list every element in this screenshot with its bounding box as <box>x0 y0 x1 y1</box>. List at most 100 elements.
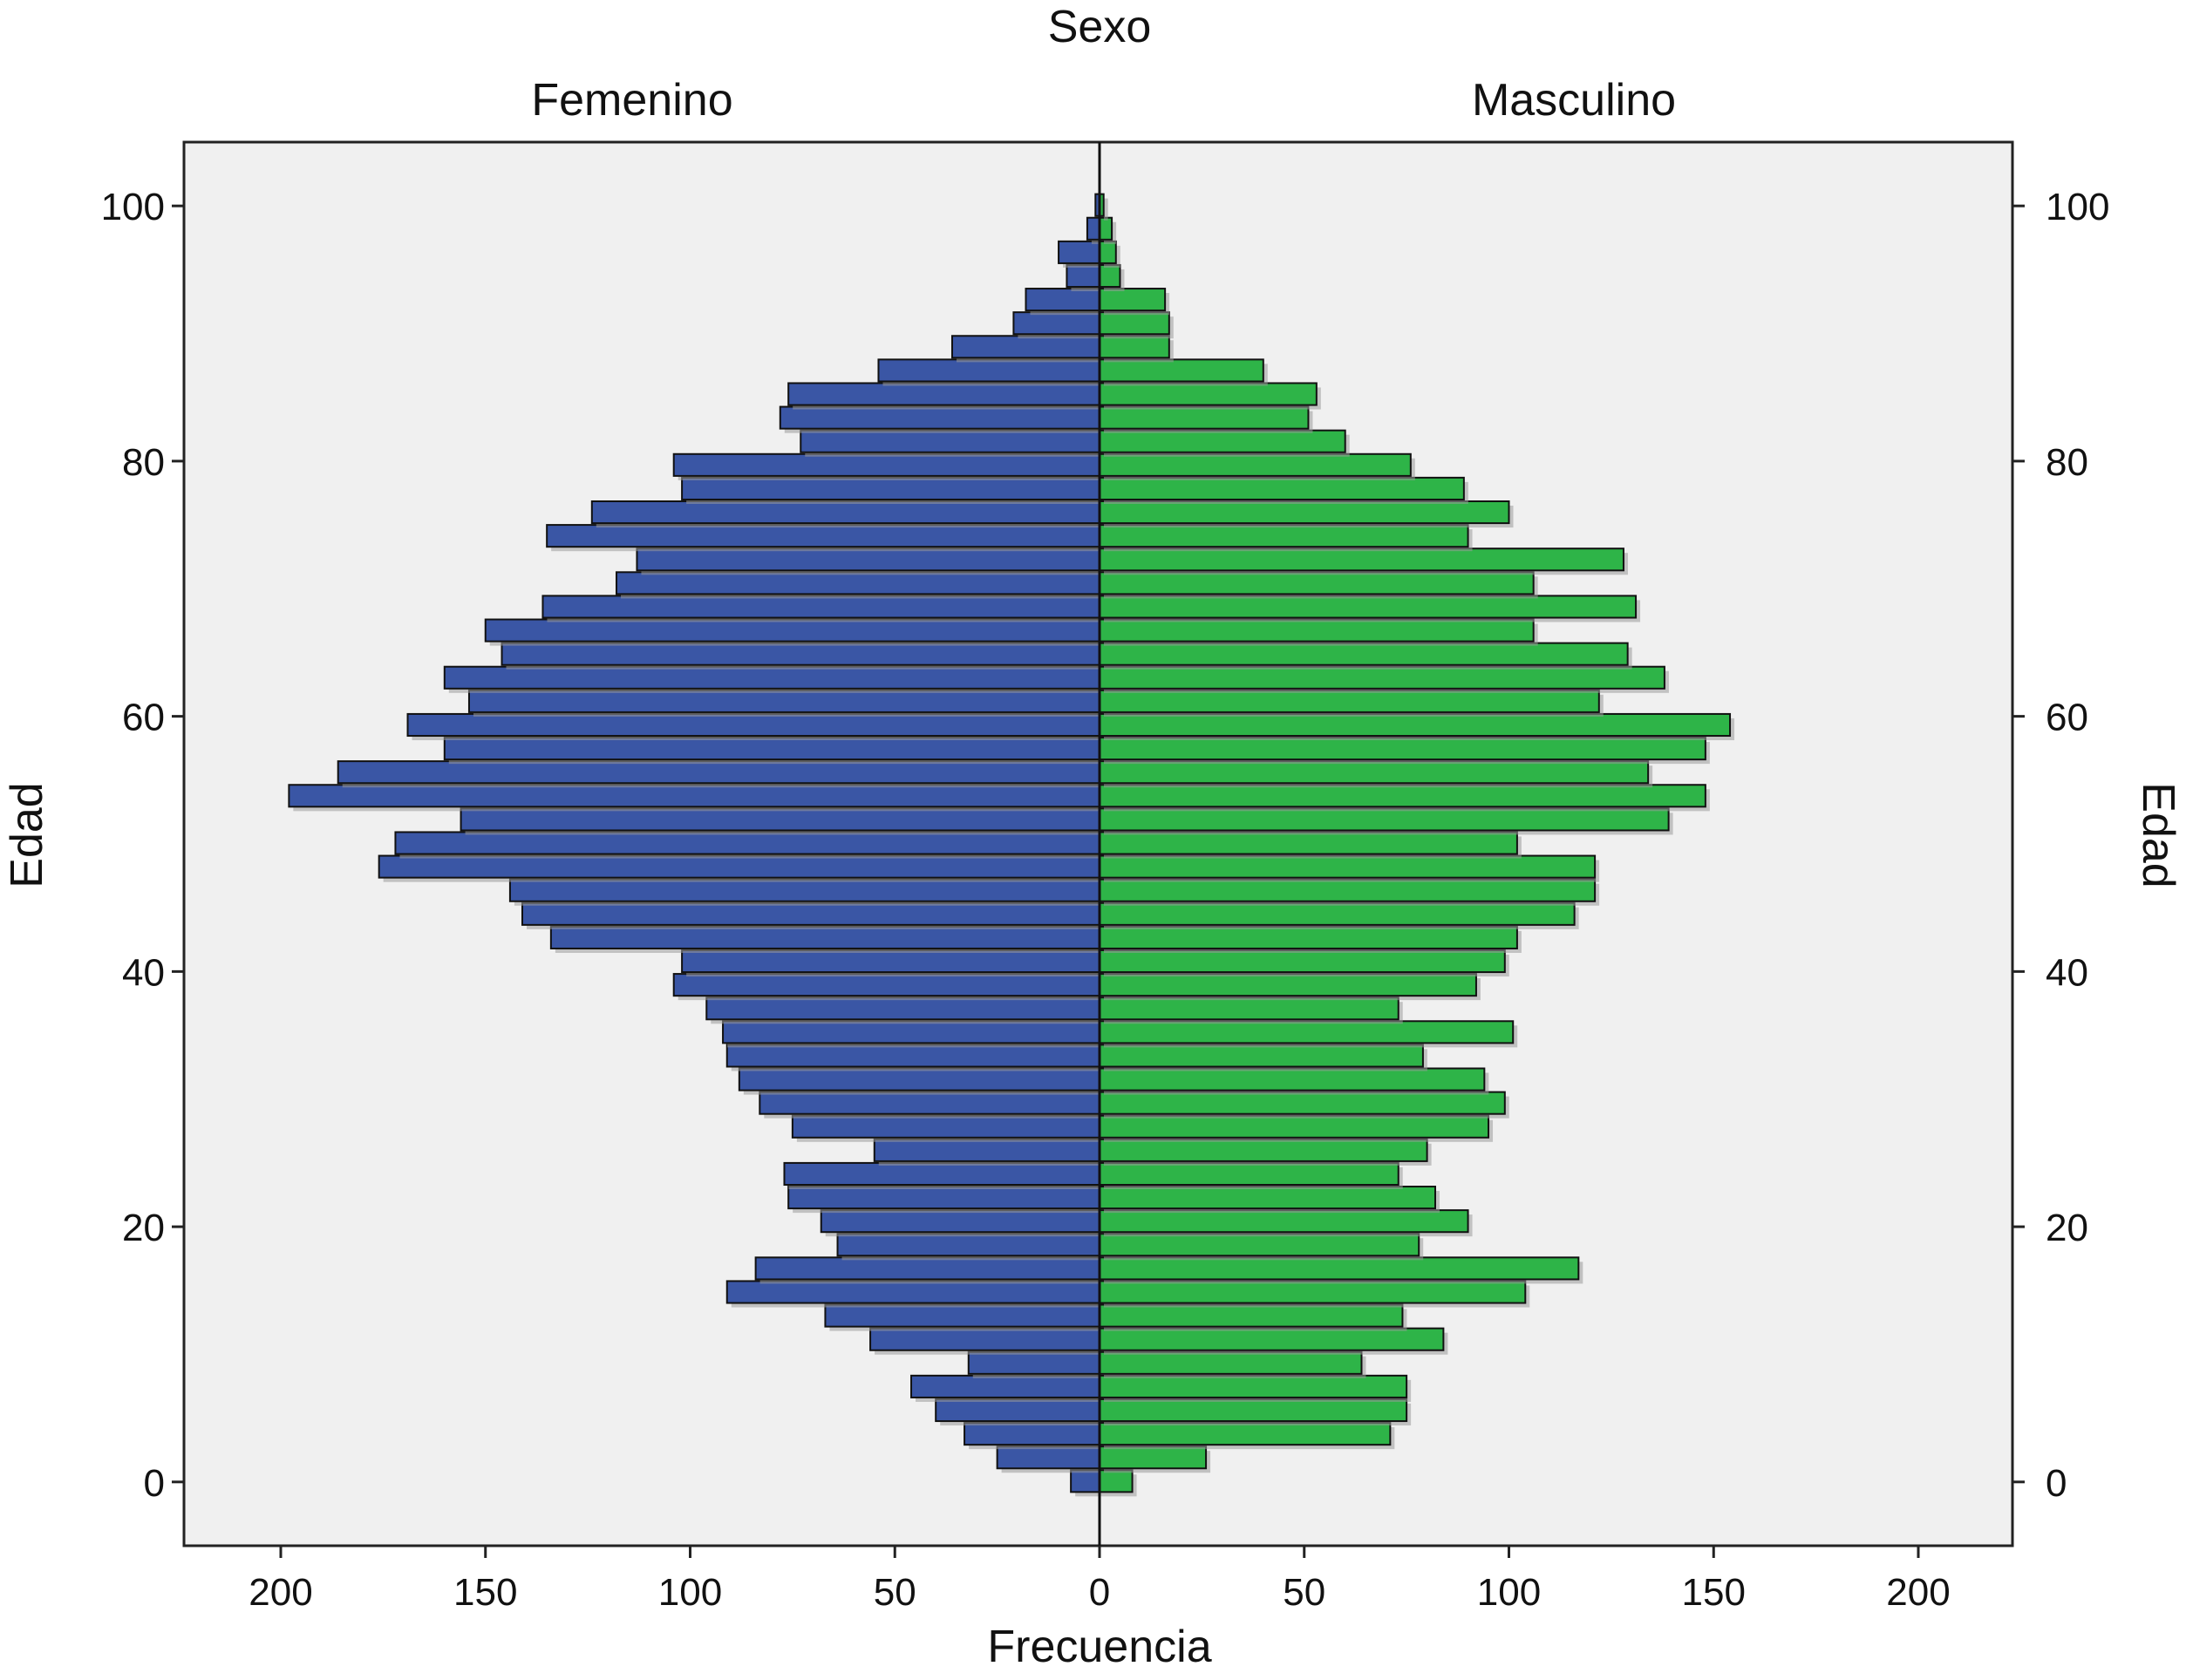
bar-right-15 <box>1099 1114 1490 1139</box>
y-tick-label-left-0: 0 <box>144 1462 165 1505</box>
bar-right-27 <box>1099 831 1518 855</box>
y-axis-title-right: Edad <box>2133 782 2183 888</box>
bar-left-46 <box>787 382 1100 406</box>
y-tick-label-left-4: 80 <box>122 441 165 484</box>
bar-left-3 <box>935 1398 1100 1423</box>
bar-left-19 <box>722 1020 1101 1044</box>
bar-right-20 <box>1099 996 1399 1021</box>
x-tick-label-5: 50 <box>1283 1571 1325 1614</box>
x-tick-label-4: 0 <box>1089 1571 1110 1614</box>
bar-left-23 <box>549 925 1100 949</box>
bar-right-18 <box>1099 1044 1424 1068</box>
bar-right-40 <box>1099 524 1469 548</box>
bar-right-4 <box>1099 1374 1408 1398</box>
bar-left-30 <box>337 760 1101 785</box>
bar-left-21 <box>672 973 1100 997</box>
bar-left-48 <box>950 335 1100 359</box>
bar-right-30 <box>1099 760 1650 785</box>
bar-right-1 <box>1099 1445 1208 1470</box>
series-label-male: Masculino <box>1472 75 1676 126</box>
x-axis-title: Frecuencia <box>987 1622 1211 1672</box>
bar-right-44 <box>1099 429 1346 453</box>
x-tick-label-2: 100 <box>658 1571 722 1614</box>
bar-left-7 <box>824 1303 1100 1328</box>
bar-right-34 <box>1099 665 1665 690</box>
bar-right-21 <box>1099 973 1477 997</box>
bar-right-42 <box>1099 476 1465 500</box>
bar-right-53 <box>1099 216 1113 241</box>
bar-right-43 <box>1099 452 1412 477</box>
y-tick-label-right-5: 100 <box>2046 186 2109 228</box>
y-tick-label-right-1: 20 <box>2046 1207 2088 1249</box>
bar-left-13 <box>783 1161 1100 1187</box>
bar-left-45 <box>779 405 1100 430</box>
y-tick-label-left-2: 40 <box>122 951 165 994</box>
y-tick-label-right-4: 80 <box>2046 441 2088 484</box>
bar-right-24 <box>1099 901 1576 926</box>
bar-left-50 <box>1025 288 1100 312</box>
y-tick-label-left-1: 20 <box>122 1207 165 1249</box>
bar-right-14 <box>1099 1138 1428 1162</box>
bar-right-16 <box>1099 1091 1506 1115</box>
bar-left-9 <box>754 1256 1101 1281</box>
bar-right-45 <box>1099 405 1310 430</box>
x-tick-label-6: 100 <box>1477 1571 1541 1614</box>
bar-left-36 <box>484 618 1100 643</box>
axis-layer: 0 0 20 20 40 40 60 60 80 80 100 100 200 150 100 50 0 50 10… <box>101 142 2109 1614</box>
bar-left-4 <box>910 1374 1100 1398</box>
bar-right-28 <box>1099 807 1670 832</box>
bar-left-42 <box>681 476 1100 500</box>
bar-left-39 <box>636 548 1100 572</box>
bar-right-33 <box>1099 689 1600 713</box>
bar-left-52 <box>1058 240 1100 264</box>
bar-left-12 <box>787 1186 1100 1210</box>
bar-right-11 <box>1099 1209 1469 1234</box>
bar-left-20 <box>705 996 1101 1021</box>
x-tick-label-3: 50 <box>874 1571 916 1614</box>
bar-left-38 <box>615 571 1100 595</box>
bar-left-28 <box>460 807 1100 832</box>
bar-left-17 <box>738 1067 1101 1092</box>
bar-right-39 <box>1099 548 1624 572</box>
x-tick-label-0: 200 <box>249 1571 312 1614</box>
bar-right-29 <box>1099 784 1706 808</box>
chart-title: Sexo <box>1048 2 1152 52</box>
bar-left-32 <box>406 712 1100 738</box>
bar-left-53 <box>1086 216 1100 241</box>
bar-left-2 <box>964 1422 1100 1446</box>
bar-left-16 <box>759 1091 1100 1115</box>
bar-right-36 <box>1099 618 1535 643</box>
bar-left-49 <box>1012 311 1100 336</box>
y-tick-label-left-3: 60 <box>122 697 165 739</box>
bar-right-6 <box>1099 1327 1445 1351</box>
bar-right-13 <box>1099 1161 1399 1187</box>
y-axis-title-left: Edad <box>2 782 52 888</box>
bar-left-33 <box>467 689 1100 713</box>
bar-right-2 <box>1099 1422 1392 1446</box>
bar-right-17 <box>1099 1067 1486 1092</box>
y-tick-label-right-3: 60 <box>2046 697 2088 739</box>
x-tick-label-1: 150 <box>453 1571 517 1614</box>
bar-right-51 <box>1099 263 1121 289</box>
bar-left-35 <box>501 642 1100 666</box>
series-label-female: Femenino <box>531 75 732 126</box>
bar-right-10 <box>1099 1233 1420 1257</box>
bar-left-10 <box>836 1233 1100 1257</box>
bar-left-26 <box>378 854 1100 879</box>
bar-left-27 <box>394 831 1100 855</box>
bar-left-6 <box>869 1327 1100 1351</box>
bar-left-14 <box>873 1138 1100 1162</box>
bar-right-7 <box>1099 1303 1404 1328</box>
bar-left-47 <box>877 358 1100 383</box>
bar-right-41 <box>1099 500 1510 525</box>
bar-left-51 <box>1066 263 1100 289</box>
bar-left-11 <box>820 1209 1100 1234</box>
bar-right-3 <box>1099 1398 1408 1423</box>
bar-left-34 <box>443 665 1100 690</box>
bar-right-31 <box>1099 737 1706 761</box>
y-tick-label-right-0: 0 <box>2046 1462 2067 1505</box>
y-tick-label-left-5: 100 <box>101 186 165 228</box>
bar-right-48 <box>1099 335 1170 359</box>
